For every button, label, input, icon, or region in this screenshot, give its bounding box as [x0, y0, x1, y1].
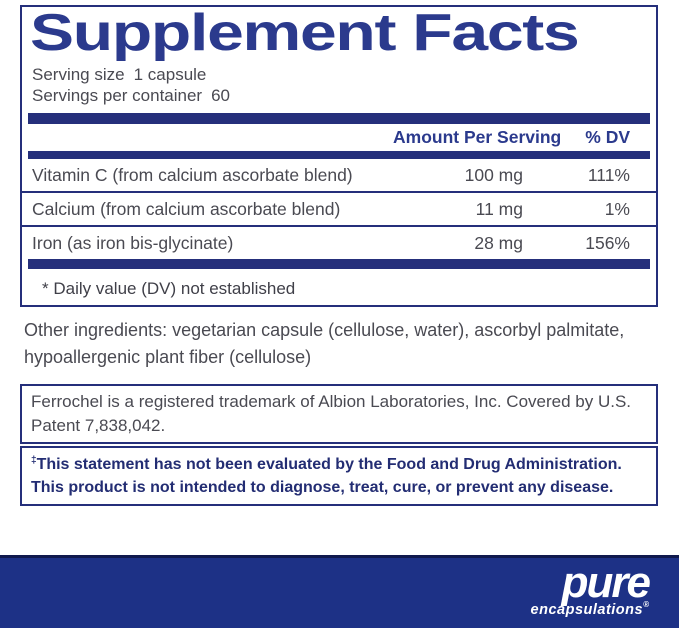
other-ingredients-line: hypoallergenic plant fiber (cellulose) [24, 347, 312, 367]
divider-bar-top [28, 113, 650, 125]
serving-size-label: Serving size [32, 64, 125, 84]
serving-size-value: 1 capsule [133, 64, 207, 84]
nutrient-amount: 11 mg [475, 198, 523, 219]
registered-mark: ® [643, 600, 649, 610]
table-row: Iron (as iron bis-glycinate) 28 mg 156% [22, 225, 656, 259]
brand-logo: pure encapsulations® [530, 558, 651, 619]
nutrient-amount: 100 mg [464, 164, 523, 185]
table-row: Vitamin C (from calcium ascorbate blend)… [22, 159, 656, 191]
column-header-dv: % DV [585, 127, 630, 148]
page-title: Supplement Facts [30, 4, 580, 62]
other-ingredients: Other ingredients: vegetarian capsule (c… [24, 317, 654, 371]
fda-disclaimer-line: This product is not intended to diagnose… [31, 479, 614, 497]
brand-name: pure [561, 558, 651, 607]
nutrient-amount: 28 mg [474, 232, 523, 253]
column-header-amount: Amount Per Serving [393, 127, 562, 148]
other-ingredients-line: Other ingredients: vegetarian capsule (c… [24, 320, 625, 340]
nutrient-name: Calcium (from calcium ascorbate blend) [32, 198, 341, 219]
fda-disclaimer-line: ‡This statement has not been evaluated b… [31, 453, 647, 476]
servings-per-container-label: Servings per container [32, 85, 203, 105]
daily-value-footnote: * Daily value (DV) not established [42, 279, 296, 299]
brand-band: pure encapsulations® [0, 555, 679, 628]
table-header-row: Amount Per Serving % DV [22, 124, 656, 151]
trademark-note-line: Ferrochel is a registered trademark of A… [31, 392, 632, 411]
table-row: Calcium (from calcium ascorbate blend) 1… [22, 191, 656, 225]
serving-info: Serving size 1 capsule Servings per conta… [32, 65, 656, 106]
trademark-note-line: Patent 7,838,042. [31, 416, 166, 436]
fda-disclaimer-box: ‡This statement has not been evaluated b… [20, 446, 658, 507]
nutrient-dv: 1% [604, 198, 630, 219]
brand-subname: encapsulations® [530, 600, 649, 619]
divider-bar-header [28, 151, 650, 160]
trademark-note-box: Ferrochel is a registered trademark of A… [20, 384, 658, 445]
servings-per-container-value: 60 [211, 85, 231, 105]
dagger-symbol: ‡ [31, 455, 37, 466]
nutrient-name: Iron (as iron bis-glycinate) [32, 232, 234, 253]
fda-disclaimer-text: This statement has not been evaluated by… [36, 456, 622, 473]
brand-subname-text: encapsulations [530, 602, 644, 619]
nutrient-name: Vitamin C (from calcium ascorbate blend) [32, 164, 353, 185]
nutrient-dv: 111% [587, 164, 630, 185]
nutrient-dv: 156% [585, 232, 630, 253]
divider-bar-bottom [28, 259, 650, 270]
servings-per-container-row: Servings per container 60 [32, 86, 656, 107]
supplement-facts-panel: Supplement Facts Serving size 1 capsule S… [20, 5, 658, 307]
serving-size-row: Serving size 1 capsule [32, 65, 656, 86]
